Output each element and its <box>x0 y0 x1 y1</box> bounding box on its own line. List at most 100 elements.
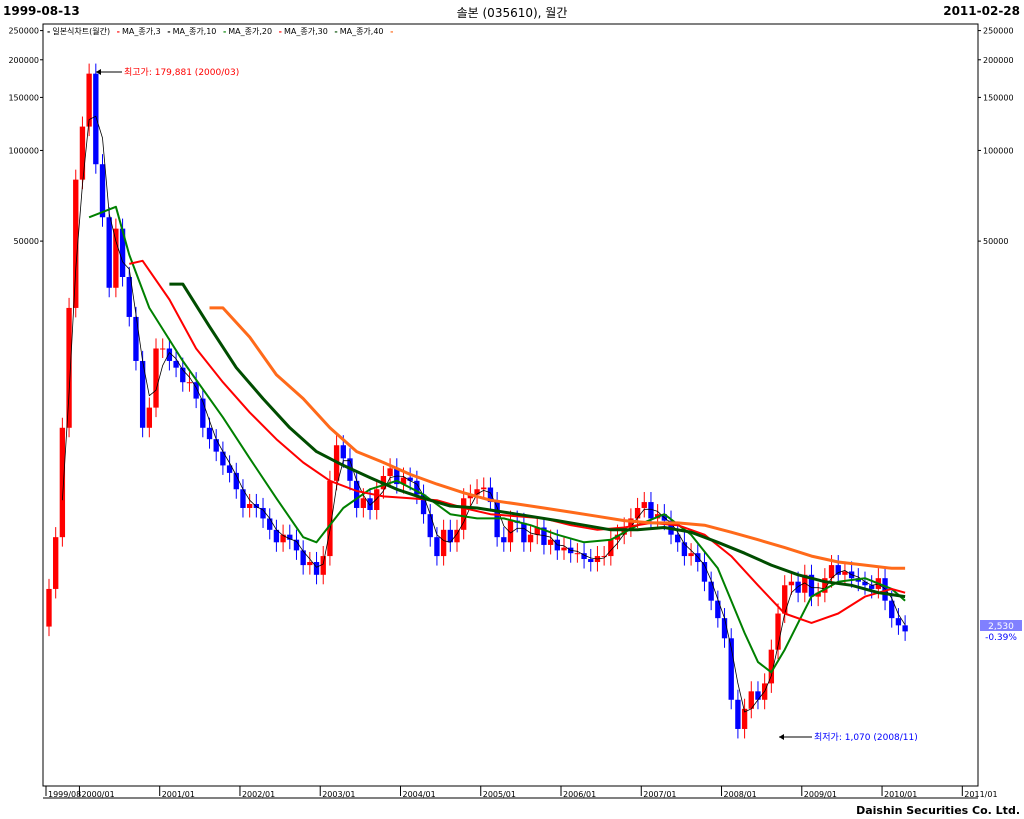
candle-body <box>675 534 681 543</box>
candle-body <box>193 382 199 399</box>
candle-body <box>842 571 848 575</box>
candle-body <box>73 179 79 308</box>
candle-body <box>902 625 908 632</box>
price-tag-change: -0.39% <box>985 633 1017 643</box>
candle-body <box>320 556 326 575</box>
candle-body <box>601 556 607 558</box>
y-tick-label-left: 250000 <box>8 27 39 36</box>
candle-body <box>287 534 293 540</box>
candle-body <box>461 498 467 530</box>
high-label: 최고가: 179,881 (2000/03) <box>124 67 239 78</box>
candle-body <box>146 407 153 428</box>
legend-item-2: - MA_종가,10 <box>167 27 217 36</box>
candle-body <box>153 348 159 408</box>
low-label: 최저가: 1,070 (2008/11) <box>814 732 918 743</box>
legend-item-5: - MA_종가,40 <box>334 27 384 36</box>
candle-body <box>581 553 587 560</box>
candle-body <box>501 537 507 543</box>
y-axis-right: 250000 200000 150000 100000 50000 <box>978 27 1014 246</box>
legend-item-3: - MA_종가,20 <box>222 27 273 36</box>
plot-frame <box>42 23 979 787</box>
candle-body <box>233 472 239 490</box>
candle-body <box>701 562 708 582</box>
candle-body <box>815 592 821 597</box>
candle-body <box>447 529 453 543</box>
candle-body <box>86 73 92 127</box>
legend-item-4: - MA_종가,30 <box>278 27 328 36</box>
legend-item-6: - <box>390 27 394 36</box>
candle-body <box>240 489 246 508</box>
candle-body <box>126 277 132 317</box>
candle-body <box>608 539 614 557</box>
candle-body <box>206 427 213 440</box>
candle-body <box>360 498 367 508</box>
candle-body <box>99 164 106 218</box>
candle-body <box>788 581 795 586</box>
candle-body <box>46 588 52 627</box>
candle-body <box>715 600 721 619</box>
candle-body <box>467 494 474 499</box>
candle-body <box>200 398 206 428</box>
high-arrowhead <box>96 69 101 75</box>
candle-body <box>300 550 306 566</box>
ma10-line <box>88 205 906 674</box>
company-name: Daishin Securities Co. Ltd. <box>856 804 1020 817</box>
x-tick-label: 2008/01 <box>724 790 757 799</box>
candle-body <box>507 520 514 543</box>
y-tick-label-left: 200000 <box>8 56 39 65</box>
candle-body <box>782 585 788 614</box>
candle-body <box>119 228 126 278</box>
candle-body <box>53 537 59 589</box>
y-tick-label-left: 100000 <box>8 146 39 155</box>
candle-body <box>280 534 286 543</box>
x-tick-label: 2007/01 <box>643 790 676 799</box>
candle-body <box>407 477 413 481</box>
candle-body <box>808 574 815 597</box>
candle-body <box>226 465 233 473</box>
candle-body <box>868 585 875 589</box>
x-tick-label: 2003/01 <box>322 790 355 799</box>
candle-body <box>708 581 714 601</box>
candle-body <box>180 367 186 383</box>
candle-body <box>681 542 688 557</box>
low-arrowhead <box>779 734 784 740</box>
x-tick-label: 2002/01 <box>242 790 275 799</box>
y-tick-label-right: 200000 <box>983 56 1014 65</box>
candle-body <box>387 468 393 477</box>
price-tag-price: 2,530 <box>988 622 1014 632</box>
candle-body <box>487 487 494 503</box>
candle-body <box>293 539 300 551</box>
x-tick-label: 1999/08 <box>48 790 81 799</box>
candle-body <box>534 527 540 535</box>
candle-body <box>561 547 567 551</box>
candle-body <box>735 699 741 729</box>
candle-body <box>454 529 460 543</box>
candles <box>46 63 908 739</box>
y-axis-left: 250000 200000 150000 100000 50000 <box>8 27 43 246</box>
candle-body <box>173 360 179 368</box>
end-date: 2011-02-28 <box>943 4 1020 18</box>
price-tag: 2,530 -0.39% <box>980 620 1022 643</box>
candle-body <box>695 553 701 563</box>
candle-body <box>79 126 86 180</box>
candle-body <box>641 502 647 508</box>
ma-lines <box>62 115 906 713</box>
candle-body <box>420 494 427 515</box>
candle-body <box>327 480 333 557</box>
candle-body <box>862 581 868 586</box>
candle-body <box>802 574 808 593</box>
candle-body <box>755 691 761 700</box>
candle-body <box>521 522 527 543</box>
candle-body <box>547 539 554 545</box>
candle-body <box>59 427 66 538</box>
chart-title: 솔본 (035610), 월간 <box>456 6 568 20</box>
candle-body <box>494 502 500 538</box>
candle-body <box>889 600 895 619</box>
candle-body <box>828 565 835 579</box>
ma40-line <box>209 306 906 570</box>
candle-body <box>166 348 173 361</box>
candle-body <box>427 514 433 538</box>
candle-body <box>374 489 380 511</box>
x-tick-label: 2009/01 <box>804 790 837 799</box>
